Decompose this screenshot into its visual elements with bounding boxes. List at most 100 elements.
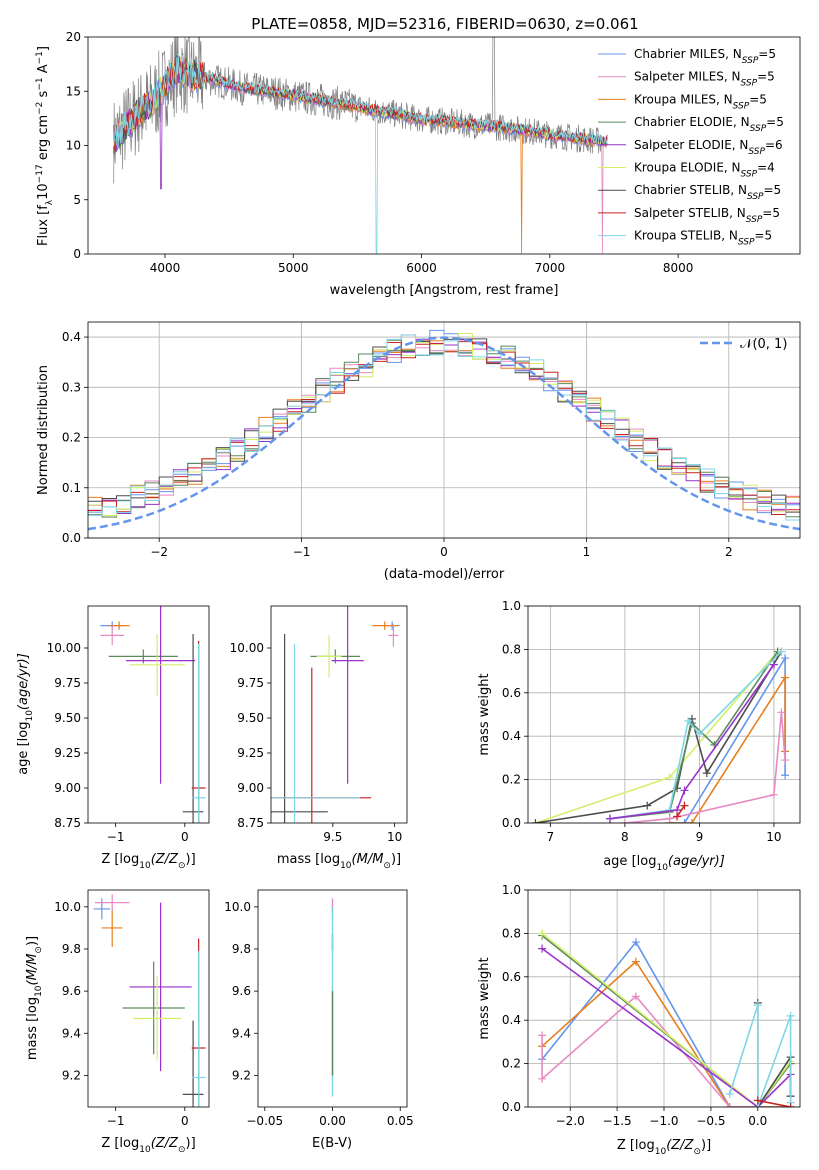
figure-title: PLATE=0858, MJD=52316, FIBERID=0630, z=0… bbox=[251, 15, 638, 33]
age-vs-mass-axes: 9.5 10 8.75 9.00 9.25 9.50 9.75 10.00 mass [log1… bbox=[230, 605, 408, 871]
weight-marker bbox=[680, 801, 689, 810]
legend-label: Kroupa STELIB, NSSP=5 bbox=[634, 229, 772, 248]
grid-lines bbox=[528, 605, 800, 824]
weight-marker bbox=[769, 790, 778, 799]
weight-line-green bbox=[541, 934, 792, 1107]
x-axis-label: Z [log10(Z/Z⊙)] bbox=[101, 852, 195, 871]
x-tick-label: 8 bbox=[621, 830, 629, 844]
x-tick-label: 0 bbox=[181, 830, 189, 844]
x-tick-label: 0.05 bbox=[387, 1114, 414, 1128]
weight-marker bbox=[631, 992, 640, 1001]
axes-frame bbox=[527, 605, 801, 824]
axes-frame bbox=[87, 36, 801, 255]
y-tick-label: 1.0 bbox=[502, 883, 521, 897]
y-tick-label: 0.4 bbox=[62, 330, 81, 344]
y-tick-label: 10.0 bbox=[224, 900, 251, 914]
weight-line-darkgray bbox=[535, 651, 783, 823]
x-axis-label: age [log10(age/yr)] bbox=[603, 854, 725, 873]
weight-line-purple bbox=[541, 947, 792, 1107]
weight-marker bbox=[781, 673, 790, 682]
x-axis-label: (data-model)/error bbox=[384, 567, 505, 582]
weight-line-cornflower bbox=[541, 940, 791, 1107]
weight-marker bbox=[680, 819, 689, 823]
plot-area bbox=[93, 894, 206, 1107]
weight-line-green bbox=[609, 651, 779, 820]
x-tick-label: 4000 bbox=[150, 261, 181, 275]
residual-histogram-darkgray bbox=[88, 338, 800, 513]
weight-line-red bbox=[676, 805, 686, 817]
y-tick-label: 10.0 bbox=[54, 900, 81, 914]
legend-label: Chabrier MILES, NSSP=5 bbox=[634, 47, 776, 66]
weight-marker bbox=[620, 819, 629, 823]
y-tick-label: 9.4 bbox=[62, 1026, 81, 1040]
y-tick-label: 9.8 bbox=[62, 942, 81, 956]
x-tick-label: −1.0 bbox=[649, 1114, 678, 1128]
x-tick-label: −0.05 bbox=[246, 1114, 283, 1128]
weight-marker bbox=[665, 773, 674, 782]
weight-line-yellowgreen bbox=[541, 932, 792, 1107]
x-axis-label: Z [log10(Z/Z⊙)] bbox=[101, 1136, 195, 1155]
mass-vs-ebv-axes: −0.05 0.00 0.05 9.2 9.4 9.6 9.8 10.0 E(B-V) bbox=[224, 889, 414, 1151]
y-axis-label: mass weight bbox=[477, 957, 492, 1039]
x-tick-label: 2 bbox=[725, 545, 733, 559]
weight-marker bbox=[643, 801, 652, 810]
y-tick-label: 8.75 bbox=[237, 816, 264, 830]
plot-area bbox=[271, 606, 400, 823]
y-tick-label: 0 bbox=[73, 247, 81, 261]
weight-marker bbox=[538, 1074, 547, 1083]
weight-line-red bbox=[757, 1099, 791, 1107]
axes-frame bbox=[527, 889, 801, 1108]
x-tick-label: −1 bbox=[293, 545, 311, 559]
y-tick-label: 0.8 bbox=[502, 642, 521, 656]
weight-marker bbox=[684, 717, 693, 726]
legend-label: Salpeter STELIB, NSSP=5 bbox=[634, 206, 780, 225]
legend-label: Salpeter MILES, NSSP=5 bbox=[634, 70, 775, 89]
x-tick-label: 7 bbox=[547, 830, 555, 844]
weight-marker bbox=[665, 814, 674, 823]
y-tick-label: 0.2 bbox=[62, 431, 81, 445]
x-tick-label: 5000 bbox=[278, 261, 309, 275]
y-tick-label: 9.50 bbox=[237, 711, 264, 725]
y-tick-label: 9.2 bbox=[62, 1068, 81, 1082]
weight-marker bbox=[631, 938, 640, 947]
weight-marker bbox=[695, 730, 704, 739]
x-axis-label: mass [log10(M/M⊙)] bbox=[277, 852, 401, 871]
y-tick-label: 9.6 bbox=[232, 984, 251, 998]
plot-area bbox=[88, 329, 800, 531]
weight-vs-metallicity-axes: −2.0 −1.5 −1.0 −0.5 0.0 0.0 0.2 0.4 0.6 0.8 1.0 Z [… bbox=[477, 883, 801, 1157]
y-tick-label: 0.6 bbox=[502, 970, 521, 984]
legend-label: 𝒩(0, 1) bbox=[740, 337, 787, 352]
y-tick-label: 0.2 bbox=[502, 773, 521, 787]
legend-label: Salpeter ELODIE, NSSP=6 bbox=[634, 138, 783, 157]
grid-lines bbox=[528, 889, 800, 1108]
axes-frame bbox=[87, 605, 210, 824]
y-tick-label: 0.6 bbox=[502, 686, 521, 700]
plot-area bbox=[538, 929, 795, 1107]
weight-marker bbox=[781, 756, 790, 765]
y-tick-label: 10.00 bbox=[47, 641, 81, 655]
y-tick-label: 0.8 bbox=[502, 926, 521, 940]
x-tick-label: −1 bbox=[107, 830, 125, 844]
age-vs-metallicity-axes: −1 0 8.75 9.00 9.25 9.50 9.75 10.00 Z [log10(Z/Z… bbox=[16, 605, 210, 871]
y-tick-label: 0.3 bbox=[62, 380, 81, 394]
x-tick-label: 1 bbox=[583, 545, 591, 559]
legend-label: Chabrier ELODIE, NSSP=5 bbox=[634, 115, 784, 134]
y-tick-label: 9.75 bbox=[237, 676, 264, 690]
y-tick-label: 9.4 bbox=[232, 1026, 251, 1040]
mass-vs-metallicity-axes: −1 0 9.2 9.4 9.6 9.8 10.0 Z [log10(Z/Z⊙)] mass [… bbox=[25, 889, 210, 1155]
weight-line-orange bbox=[541, 960, 791, 1107]
axes-frame bbox=[87, 889, 210, 1108]
y-tick-label: 1.0 bbox=[502, 599, 521, 613]
legend-label: Chabrier STELIB, NSSP=5 bbox=[634, 183, 781, 202]
x-tick-label: 6000 bbox=[406, 261, 437, 275]
weight-marker bbox=[538, 944, 547, 953]
x-tick-label: 8000 bbox=[663, 261, 694, 275]
y-axis-label: mass weight bbox=[477, 673, 492, 755]
y-tick-label: 15 bbox=[66, 84, 81, 98]
weight-marker bbox=[673, 812, 682, 821]
weight-marker bbox=[631, 957, 640, 966]
y-tick-label: 9.2 bbox=[232, 1068, 251, 1082]
plot-area bbox=[113, 37, 608, 254]
residual-histogram-lightblue bbox=[88, 334, 800, 521]
weight-marker bbox=[702, 769, 711, 778]
